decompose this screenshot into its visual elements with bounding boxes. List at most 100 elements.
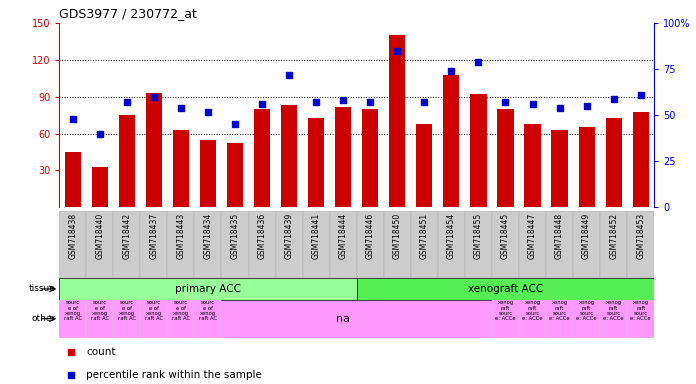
Bar [633, 111, 649, 207]
Bar [492, 211, 519, 278]
Bar [221, 211, 248, 278]
Point [67, 116, 78, 122]
Bar [167, 300, 194, 338]
Bar [86, 300, 113, 338]
Bar [600, 211, 627, 278]
Bar [383, 211, 411, 278]
Text: xenog
raft
sourc
e: ACCe: xenog raft sourc e: ACCe [576, 300, 597, 321]
Bar [59, 278, 357, 300]
Text: sourc
e of
xenog
raft AC: sourc e of xenog raft AC [63, 300, 81, 321]
Point [310, 99, 322, 105]
Bar [551, 130, 568, 207]
Bar [524, 124, 541, 207]
Text: GSM718436: GSM718436 [258, 213, 267, 260]
Text: na: na [336, 314, 350, 324]
Bar [600, 300, 627, 338]
Bar [546, 300, 573, 338]
Text: percentile rank within the sample: percentile rank within the sample [86, 370, 262, 380]
Text: other: other [31, 314, 56, 323]
Text: xenograft ACC: xenograft ACC [468, 284, 543, 294]
Bar [200, 140, 216, 207]
Bar [276, 211, 303, 278]
Text: GSM718450: GSM718450 [393, 213, 402, 260]
Bar [308, 118, 324, 207]
Bar [357, 278, 654, 300]
Point [203, 108, 214, 114]
Point [473, 59, 484, 65]
Bar [465, 211, 492, 278]
Text: xenog
raft
sourc
e: ACCe: xenog raft sourc e: ACCe [495, 300, 516, 321]
Point [419, 99, 430, 105]
Text: GSM718438: GSM718438 [68, 213, 77, 259]
Bar [254, 109, 270, 207]
Bar [173, 130, 189, 207]
Text: count: count [86, 347, 116, 357]
Text: GSM718455: GSM718455 [474, 213, 483, 260]
Text: sourc
e of
xenog
raft AC: sourc e of xenog raft AC [145, 300, 163, 321]
Point [230, 121, 241, 127]
Text: GSM718445: GSM718445 [501, 213, 510, 260]
Bar [546, 211, 573, 278]
Text: GSM718437: GSM718437 [150, 213, 158, 260]
Point [121, 99, 132, 105]
Point [175, 105, 187, 111]
Bar [438, 211, 465, 278]
Bar [248, 211, 276, 278]
Bar [167, 211, 194, 278]
Bar [113, 211, 141, 278]
Text: GSM718439: GSM718439 [285, 213, 294, 260]
Text: GSM718447: GSM718447 [528, 213, 537, 260]
Point [392, 48, 403, 54]
Bar [573, 211, 600, 278]
Text: GSM718452: GSM718452 [609, 213, 618, 259]
Point [608, 96, 619, 102]
Point [500, 99, 511, 105]
Text: GSM718448: GSM718448 [555, 213, 564, 259]
Bar [627, 300, 654, 338]
Point [446, 68, 457, 74]
Bar [519, 300, 546, 338]
Point [148, 94, 159, 100]
Point [527, 101, 538, 107]
Bar [389, 35, 405, 207]
Text: GDS3977 / 230772_at: GDS3977 / 230772_at [59, 7, 197, 20]
Text: GSM718440: GSM718440 [95, 213, 104, 260]
Bar [92, 167, 108, 207]
Bar [303, 211, 330, 278]
Text: GSM718454: GSM718454 [447, 213, 456, 260]
Bar [519, 211, 546, 278]
Point [554, 105, 565, 111]
Text: xenog
raft
sourc
e: ACCe: xenog raft sourc e: ACCe [631, 300, 651, 321]
Bar [627, 211, 654, 278]
Bar [227, 144, 243, 207]
Text: primary ACC: primary ACC [175, 284, 241, 294]
Bar [357, 211, 383, 278]
Point [338, 98, 349, 104]
Text: tissue: tissue [29, 285, 56, 293]
Point [635, 92, 647, 98]
Bar [86, 211, 113, 278]
Text: GSM718442: GSM718442 [122, 213, 132, 259]
Text: GSM718435: GSM718435 [230, 213, 239, 260]
Bar [194, 211, 221, 278]
Bar [59, 300, 86, 338]
Bar [113, 300, 141, 338]
Text: GSM718443: GSM718443 [176, 213, 185, 260]
Text: sourc
e of
xenog
raft AC: sourc e of xenog raft AC [199, 300, 217, 321]
Text: sourc
e of
xenog
raft AC: sourc e of xenog raft AC [172, 300, 190, 321]
Point [365, 99, 376, 105]
Point [256, 101, 267, 107]
Bar [145, 93, 162, 207]
Bar [59, 211, 86, 278]
Bar [492, 300, 519, 338]
Text: xenog
raft
sourc
e: ACCe: xenog raft sourc e: ACCe [522, 300, 543, 321]
Text: GSM718441: GSM718441 [312, 213, 321, 259]
Bar [411, 211, 438, 278]
Bar [281, 105, 297, 207]
Bar [330, 211, 357, 278]
Text: GSM718444: GSM718444 [339, 213, 348, 260]
Text: GSM718446: GSM718446 [365, 213, 374, 260]
Bar [141, 300, 167, 338]
Bar [470, 94, 487, 207]
Bar [141, 211, 167, 278]
